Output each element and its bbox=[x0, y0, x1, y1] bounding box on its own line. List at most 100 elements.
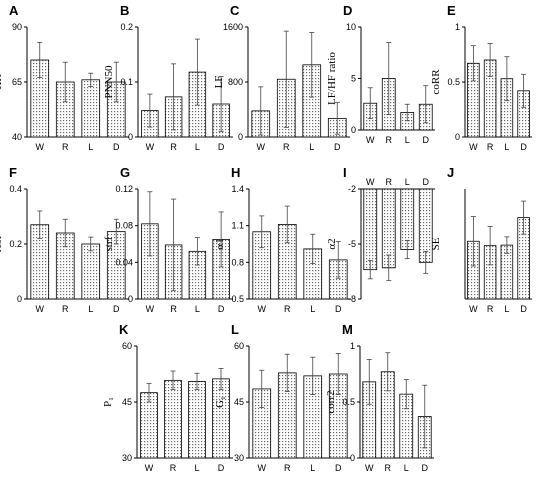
category-label: R bbox=[283, 142, 290, 152]
category-label: W bbox=[36, 304, 45, 314]
category-label: R bbox=[62, 142, 69, 152]
y-tick-label: 1 bbox=[350, 341, 355, 351]
category-label: W bbox=[146, 142, 155, 152]
y-tick-label: 40 bbox=[12, 132, 22, 142]
panel-label: C bbox=[230, 3, 240, 18]
y-axis-title: PNN50 bbox=[103, 65, 115, 99]
category-label: L bbox=[310, 304, 315, 314]
category-label: D bbox=[423, 135, 430, 145]
panel-label: D bbox=[343, 3, 352, 18]
y-tick-label: -8 bbox=[348, 294, 356, 304]
panel-label: J bbox=[447, 165, 454, 180]
category-label: W bbox=[469, 142, 478, 152]
category-label: R bbox=[284, 304, 291, 314]
category-label: D bbox=[218, 142, 225, 152]
category-label: D bbox=[520, 142, 527, 152]
category-label: L bbox=[88, 304, 93, 314]
category-label: R bbox=[170, 142, 177, 152]
category-label: R bbox=[62, 304, 69, 314]
y-axis-title: corr2 bbox=[325, 390, 337, 413]
y-axis-title: strf bbox=[103, 236, 115, 251]
y-tick-label: 800 bbox=[228, 77, 243, 87]
category-label: L bbox=[309, 142, 314, 152]
y-tick-label: 0 bbox=[238, 132, 243, 142]
y-tick-label: 0 bbox=[17, 294, 22, 304]
category-label: R bbox=[487, 142, 494, 152]
panel-f: F 0 0.2 0.4 resf W R L D bbox=[0, 165, 129, 314]
panel-k: K 30 45 60 P₁ W R L D bbox=[102, 322, 233, 473]
y-tick-label: 65 bbox=[12, 77, 22, 87]
bar bbox=[363, 188, 378, 271]
y-axis-title: LF/HF ratio bbox=[326, 52, 338, 105]
y-axis-title: HR bbox=[0, 74, 4, 90]
panel-i: I-2 -5 -8 α2 W R L D bbox=[326, 165, 435, 304]
category-label: W bbox=[146, 304, 155, 314]
panel-e: E 0 0.5 1 coRR W R L D bbox=[430, 3, 532, 152]
y-axis-title: P₁ bbox=[102, 397, 114, 407]
y-tick-label: 0.08 bbox=[115, 221, 133, 231]
y-tick-label: 45 bbox=[122, 397, 132, 407]
category-label: W bbox=[36, 142, 45, 152]
y-tick-label: 1600 bbox=[223, 22, 243, 32]
category-label: D bbox=[113, 304, 120, 314]
bar bbox=[81, 79, 101, 138]
panel-label: F bbox=[9, 165, 17, 180]
y-tick-label: 90 bbox=[12, 22, 22, 32]
bar bbox=[81, 243, 101, 300]
y-tick-label: 10 bbox=[346, 22, 356, 32]
category-label: L bbox=[404, 463, 409, 473]
panel-l: L 30 45 60 G₁ W R L D bbox=[214, 322, 351, 473]
y-tick-label: 0.5 bbox=[342, 397, 355, 407]
category-label: W bbox=[145, 463, 154, 473]
y-tick-label: 0.5 bbox=[447, 77, 460, 87]
category-label: L bbox=[310, 463, 315, 473]
category-label: R bbox=[386, 177, 393, 187]
bar bbox=[188, 381, 206, 459]
category-label: W bbox=[365, 463, 374, 473]
category-label: R bbox=[487, 304, 494, 314]
y-tick-label: 0.2 bbox=[120, 22, 133, 32]
category-label: D bbox=[423, 177, 430, 187]
category-label: L bbox=[504, 304, 509, 314]
category-label: D bbox=[334, 142, 341, 152]
y-tick-label: 5 bbox=[351, 74, 356, 84]
panel-label: L bbox=[231, 322, 239, 337]
category-label: L bbox=[194, 463, 199, 473]
y-tick-label: 0 bbox=[351, 125, 356, 135]
y-tick-label: -5 bbox=[348, 239, 356, 249]
category-label: L bbox=[405, 177, 410, 187]
category-label: D bbox=[335, 304, 342, 314]
category-label: R bbox=[170, 463, 177, 473]
y-tick-label: 0 bbox=[128, 294, 133, 304]
y-tick-label: 0.1 bbox=[120, 77, 133, 87]
panel-j: J SE W R L D bbox=[430, 165, 532, 314]
category-label: D bbox=[422, 463, 429, 473]
category-label: D bbox=[335, 463, 342, 473]
panel-label: G bbox=[120, 165, 130, 180]
category-label: R bbox=[284, 463, 291, 473]
y-tick-label: 0 bbox=[128, 132, 133, 142]
panel-c: C 0 800 1600 LF W R L D bbox=[213, 3, 350, 152]
y-tick-label: -2 bbox=[348, 184, 356, 194]
category-label: R bbox=[386, 135, 393, 145]
panel-b: B 0 0.1 0.2 PNN50 W R L D bbox=[103, 3, 233, 152]
category-label: W bbox=[258, 463, 267, 473]
y-axis-title: α2 bbox=[326, 238, 338, 249]
y-tick-label: 0.04 bbox=[115, 257, 133, 267]
panel-label: A bbox=[9, 3, 19, 18]
panel-label: E bbox=[447, 3, 456, 18]
category-label: R bbox=[385, 463, 392, 473]
bar bbox=[140, 392, 158, 459]
bar bbox=[212, 378, 230, 459]
category-label: L bbox=[88, 142, 93, 152]
panel-label: I bbox=[343, 165, 347, 180]
bar bbox=[164, 379, 182, 459]
y-tick-label: 45 bbox=[234, 397, 244, 407]
category-label: D bbox=[520, 304, 527, 314]
category-label: L bbox=[504, 142, 509, 152]
y-tick-label: 0.4 bbox=[9, 184, 22, 194]
y-tick-label: 60 bbox=[234, 341, 244, 351]
y-axis-title: α1 bbox=[214, 238, 226, 249]
panel-g: G 0 0.04 0.08 0.12 strf W R L D bbox=[103, 165, 233, 314]
